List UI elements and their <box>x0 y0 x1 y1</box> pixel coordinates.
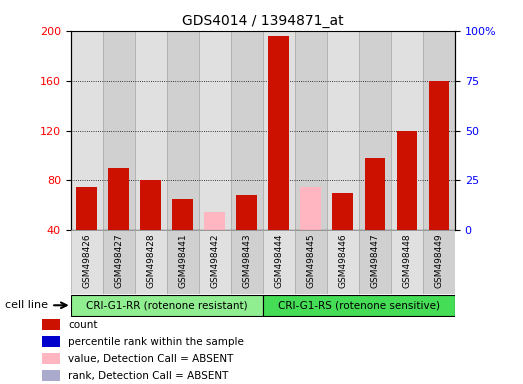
Text: GSM498445: GSM498445 <box>306 233 315 288</box>
Bar <box>71 295 263 316</box>
Bar <box>140 180 161 230</box>
Text: GSM498442: GSM498442 <box>210 233 219 288</box>
Bar <box>365 158 385 230</box>
Point <box>178 0 187 4</box>
Bar <box>263 295 455 316</box>
Bar <box>71 230 103 294</box>
Text: GSM498447: GSM498447 <box>370 233 379 288</box>
Bar <box>300 187 321 230</box>
Bar <box>236 195 257 230</box>
Text: GSM498446: GSM498446 <box>338 233 347 288</box>
Point <box>211 16 219 22</box>
Bar <box>428 81 449 230</box>
Bar <box>333 193 354 230</box>
Bar <box>359 230 391 294</box>
Bar <box>76 187 97 230</box>
Bar <box>231 31 263 230</box>
Bar <box>359 31 391 230</box>
Bar <box>108 168 129 230</box>
Text: CRI-G1-RR (rotenone resistant): CRI-G1-RR (rotenone resistant) <box>86 300 247 310</box>
Bar <box>391 230 423 294</box>
Bar <box>71 31 103 230</box>
Text: value, Detection Call = ABSENT: value, Detection Call = ABSENT <box>68 354 233 364</box>
Bar <box>327 230 359 294</box>
Bar <box>172 199 193 230</box>
Bar <box>134 31 167 230</box>
Bar <box>42 319 60 331</box>
Bar <box>295 230 327 294</box>
Text: GSM498444: GSM498444 <box>275 233 283 288</box>
Bar <box>42 336 60 348</box>
Bar <box>268 36 289 230</box>
Bar <box>199 31 231 230</box>
Text: GSM498441: GSM498441 <box>178 233 187 288</box>
Bar <box>295 31 327 230</box>
Text: rank, Detection Call = ABSENT: rank, Detection Call = ABSENT <box>68 371 229 381</box>
Bar <box>167 31 199 230</box>
Text: GSM498428: GSM498428 <box>146 233 155 288</box>
Bar <box>135 230 167 294</box>
Bar <box>103 230 135 294</box>
Text: count: count <box>68 319 97 329</box>
Bar <box>199 230 231 294</box>
Bar <box>396 131 417 230</box>
Text: GSM498443: GSM498443 <box>242 233 251 288</box>
Bar <box>204 212 225 230</box>
Text: GSM498449: GSM498449 <box>435 233 444 288</box>
Text: GSM498426: GSM498426 <box>82 233 91 288</box>
Bar <box>327 31 359 230</box>
Text: GSM498448: GSM498448 <box>403 233 412 288</box>
Title: GDS4014 / 1394871_at: GDS4014 / 1394871_at <box>182 14 344 28</box>
Bar <box>391 31 423 230</box>
Bar <box>263 31 295 230</box>
Text: CRI-G1-RS (rotenone sensitive): CRI-G1-RS (rotenone sensitive) <box>278 300 440 310</box>
Bar <box>423 230 455 294</box>
Text: GSM498427: GSM498427 <box>114 233 123 288</box>
Text: cell line: cell line <box>5 300 48 310</box>
Bar <box>42 353 60 364</box>
Bar <box>167 230 199 294</box>
Bar <box>423 31 455 230</box>
Bar <box>103 31 134 230</box>
Bar <box>231 230 263 294</box>
Text: percentile rank within the sample: percentile rank within the sample <box>68 336 244 347</box>
Bar <box>263 230 295 294</box>
Bar <box>42 370 60 381</box>
